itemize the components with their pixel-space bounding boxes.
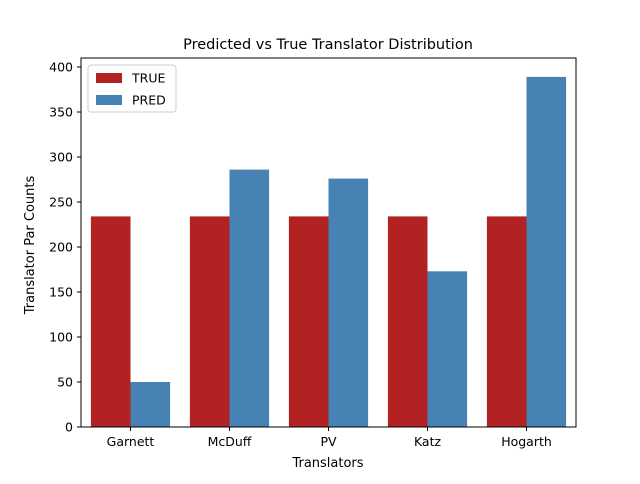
- legend-label-pred: PRED: [132, 93, 166, 108]
- y-tick-label: 400: [49, 60, 73, 75]
- x-tick-label: Hogarth: [501, 434, 552, 449]
- y-tick-label: 100: [49, 330, 73, 345]
- x-axis-label: Translators: [291, 456, 363, 471]
- bars-layer: [90, 76, 567, 428]
- chart-title: Predicted vs True Translator Distributio…: [183, 37, 473, 53]
- x-tick-label: Garnett: [107, 434, 155, 449]
- bar-true-pv: [288, 216, 329, 427]
- bar-pred-hogarth: [526, 76, 567, 428]
- y-tick-label: 0: [65, 420, 73, 435]
- x-tick-label: PV: [320, 434, 337, 449]
- y-tick-label: 250: [49, 195, 73, 210]
- y-tick-label: 300: [49, 150, 73, 165]
- axes-layer: Garnett McDuff PV Katz Hogarth 0 50 100 150 200 25…: [49, 57, 577, 449]
- x-tick-label: Katz: [414, 434, 442, 449]
- y-tick-label: 200: [49, 240, 73, 255]
- y-tick-label: 350: [49, 105, 73, 120]
- bar-true-katz: [387, 216, 428, 427]
- bar-true-garnett: [90, 216, 131, 427]
- y-tick-label: 150: [49, 285, 73, 300]
- plot-frame: [80, 57, 577, 428]
- x-tick-label: McDuff: [208, 434, 252, 449]
- bar-pred-pv: [328, 178, 369, 427]
- bar-pred-katz: [427, 271, 468, 427]
- y-tick-label: 50: [57, 375, 73, 390]
- bar-true-mcduff: [189, 216, 230, 427]
- legend-swatch-true: [96, 73, 122, 83]
- bar-pred-garnett: [130, 382, 171, 427]
- y-axis-label: Translator Par Counts: [23, 176, 38, 316]
- legend: TRUE PRED: [87, 64, 177, 113]
- bar-true-hogarth: [486, 216, 527, 427]
- legend-swatch-pred: [96, 95, 122, 105]
- legend-label-true: TRUE: [131, 71, 165, 86]
- bar-pred-mcduff: [229, 169, 270, 427]
